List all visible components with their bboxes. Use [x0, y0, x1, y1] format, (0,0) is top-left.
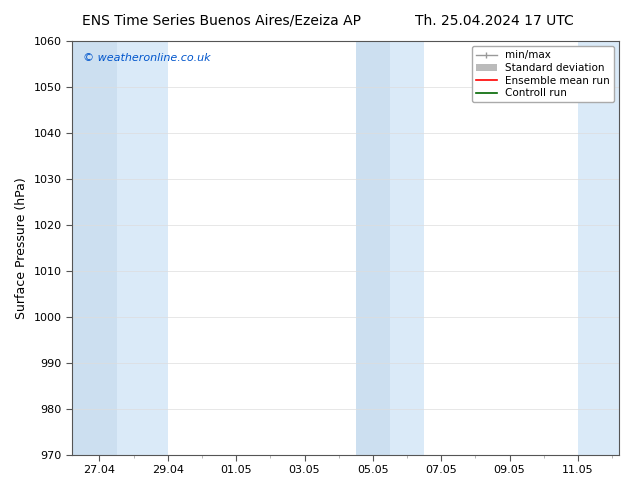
Legend: min/max, Standard deviation, Ensemble mean run, Controll run: min/max, Standard deviation, Ensemble me…	[472, 46, 614, 102]
Text: ENS Time Series Buenos Aires/Ezeiza AP: ENS Time Series Buenos Aires/Ezeiza AP	[82, 14, 361, 28]
Text: © weatheronline.co.uk: © weatheronline.co.uk	[83, 53, 210, 64]
Y-axis label: Surface Pressure (hPa): Surface Pressure (hPa)	[15, 177, 28, 318]
Bar	[72, 41, 117, 455]
Bar	[117, 41, 168, 455]
Text: Th. 25.04.2024 17 UTC: Th. 25.04.2024 17 UTC	[415, 14, 574, 28]
Bar	[390, 41, 424, 455]
Bar	[578, 41, 619, 455]
Bar	[356, 41, 390, 455]
